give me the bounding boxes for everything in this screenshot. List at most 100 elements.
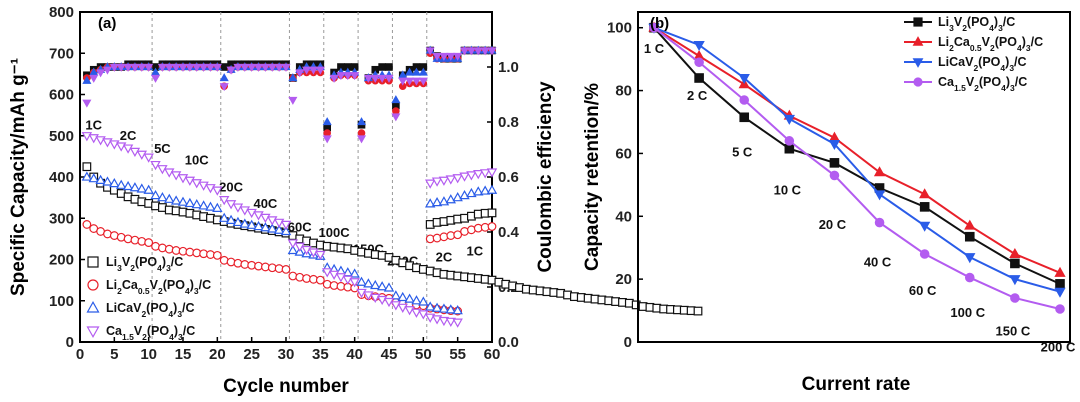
capacity-point xyxy=(129,182,141,192)
capacity-point xyxy=(376,281,388,291)
ce-point xyxy=(391,95,401,104)
capacity-point xyxy=(88,173,99,183)
ce-point xyxy=(274,63,284,72)
ce-point xyxy=(356,117,367,126)
series-point xyxy=(874,217,885,228)
ce-point xyxy=(384,74,394,83)
y-tick-label: 40 xyxy=(615,208,632,225)
ce-point xyxy=(220,63,229,71)
legend-text-part: V xyxy=(982,35,991,49)
legend-text-part: (PO xyxy=(995,35,1018,49)
ce-point xyxy=(137,63,147,72)
series-point xyxy=(919,249,930,259)
y-tick-label: 80 xyxy=(615,83,632,100)
ce-point xyxy=(308,66,319,75)
ce-point xyxy=(185,63,195,72)
rate-label: 5C xyxy=(154,141,171,156)
ce-point xyxy=(82,99,92,108)
series-point xyxy=(919,188,931,199)
panel-b-legend: Li3V2(PO4)3/CLi2Ca0.5V2(PO4)3/CLiCaV2(PO… xyxy=(904,15,1043,93)
legend-label: Ca1.5V2(PO4)3/C xyxy=(106,324,195,342)
series-point xyxy=(738,74,750,85)
legend-text-part: ) xyxy=(174,324,178,338)
capacity-point xyxy=(431,302,443,312)
ce-point xyxy=(425,47,435,56)
capacity-point xyxy=(301,245,312,256)
capacity-point xyxy=(411,295,422,305)
capacity-point xyxy=(404,293,415,303)
capacity-point xyxy=(390,290,402,300)
capacity-point xyxy=(115,179,127,189)
capacity-point xyxy=(693,306,703,316)
ce-point xyxy=(157,63,167,72)
legend-text-part: Ca xyxy=(954,35,971,49)
capacity-point xyxy=(198,181,209,191)
y-tick-label: 300 xyxy=(49,210,74,227)
rate-category-labels: 1 C 2 C 5 C 10 C 20 C 40 C 60 C 100 C 150 C 200 C xyxy=(644,41,1076,355)
capacity-point xyxy=(383,282,395,292)
legend-text-part: (PO xyxy=(147,324,170,338)
capacity-point xyxy=(122,180,134,191)
y-tick-label: 0 xyxy=(624,334,632,351)
y-tick-label: 60 xyxy=(615,145,632,162)
legend-text-part: /C xyxy=(1015,75,1028,89)
legend-text-part: (PO xyxy=(146,301,169,315)
capacity-point xyxy=(157,192,168,202)
legend-text-part: /C xyxy=(182,301,195,315)
legend-text-part: (PO xyxy=(967,15,990,29)
legend-text-part: 2 xyxy=(990,43,995,53)
capacity-point xyxy=(473,170,484,180)
category-label: 10 C xyxy=(774,182,802,197)
capacity-point xyxy=(82,220,92,229)
y-tick-label: 0 xyxy=(66,334,74,351)
legend-text-part: V xyxy=(150,278,159,292)
x-tick-label: 40 xyxy=(346,346,363,363)
series-point xyxy=(694,73,704,83)
rate-label: 100C xyxy=(319,225,351,240)
rate-label: 20C xyxy=(219,179,243,194)
series-point xyxy=(1054,266,1066,277)
capacity-point xyxy=(431,315,443,325)
legend-marker xyxy=(913,17,923,27)
series-line xyxy=(653,26,1061,274)
capacity-point xyxy=(487,222,497,231)
series-line xyxy=(653,26,1061,310)
legend-text-part: 2 xyxy=(158,286,163,296)
ce-point xyxy=(199,63,209,72)
ce-point xyxy=(164,63,174,72)
capacity-point xyxy=(218,212,230,222)
capacity-point xyxy=(397,291,408,302)
ce-point xyxy=(473,47,483,56)
category-label: 150 C xyxy=(996,324,1031,339)
capacity-point xyxy=(170,171,182,181)
legend-text-part: 4 xyxy=(1001,83,1006,93)
rate-label: 1C xyxy=(85,118,102,133)
legend-text-part: 3 xyxy=(177,309,182,319)
capacity-point xyxy=(232,216,244,227)
capacity-point xyxy=(308,248,319,258)
capacity-point xyxy=(177,196,189,206)
ce-point xyxy=(171,63,181,72)
ce-point xyxy=(392,107,400,115)
y-tick-label: 400 xyxy=(49,169,74,186)
y-tick-label: 600 xyxy=(49,87,74,104)
ce-point xyxy=(357,129,366,137)
capacity-point xyxy=(212,202,223,212)
series-point xyxy=(783,114,795,125)
series-point xyxy=(828,140,841,151)
ce-point xyxy=(480,47,490,56)
ce-point xyxy=(226,66,236,75)
series-point xyxy=(829,170,840,181)
capacity-point xyxy=(267,223,278,233)
capacity-point xyxy=(184,176,196,186)
panel-a-data xyxy=(81,45,703,328)
x-tick-label: 10 xyxy=(140,346,157,363)
ce-point xyxy=(418,67,428,76)
capacity-point xyxy=(424,179,436,189)
legend-text-part: 2 xyxy=(973,63,978,73)
legend-text-part: /C xyxy=(1003,15,1016,29)
capacity-point xyxy=(397,303,408,313)
x-tick-label: 60 xyxy=(484,346,501,363)
capacity-point xyxy=(212,186,223,196)
